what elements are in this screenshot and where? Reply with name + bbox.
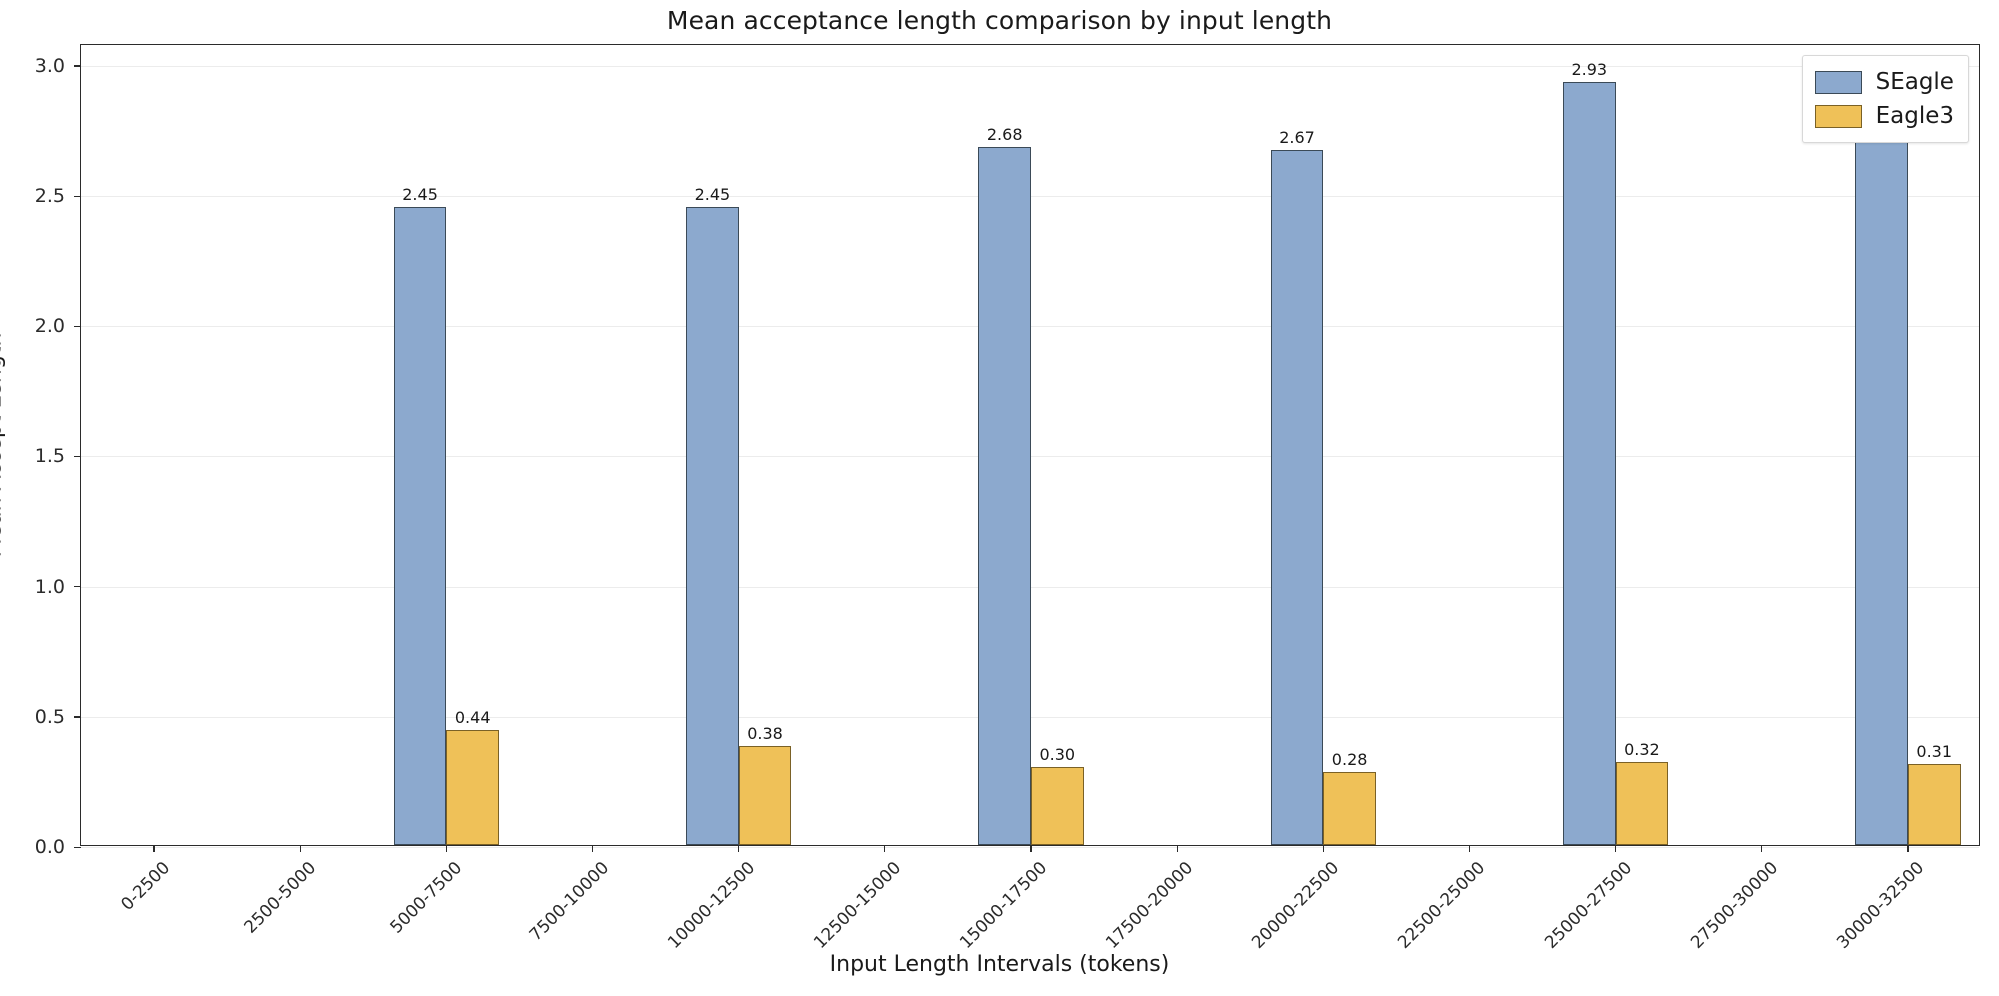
bar-seagle-20000-22500 xyxy=(1270,149,1324,845)
legend-swatch-eagle3 xyxy=(1814,104,1862,128)
legend-item-seagle: SEagle xyxy=(1814,65,1954,99)
y-tick-label: 2.5 xyxy=(34,185,65,208)
bar-value-label: 2.45 xyxy=(694,185,731,205)
x-tick-label: 25000-27500 xyxy=(1540,858,1636,953)
x-tick-mark xyxy=(1468,845,1471,852)
y-tick-label: 3.0 xyxy=(34,54,65,77)
bar-seagle-30000-32500 xyxy=(1855,108,1908,845)
x-tick-mark xyxy=(445,845,448,852)
legend-swatch-seagle xyxy=(1814,70,1862,94)
bar-seagle-10000-12500 xyxy=(686,207,739,845)
x-tick-label: 0-2500 xyxy=(117,858,175,915)
y-tick-label: 2.0 xyxy=(34,315,65,338)
y-tick-mark xyxy=(74,195,81,197)
x-tick-label: 10000-12500 xyxy=(663,858,759,953)
bar-value-label: 0.44 xyxy=(454,708,491,728)
bar-value-label: 0.30 xyxy=(1039,744,1076,764)
bar-value-label: 0.28 xyxy=(1331,750,1368,770)
x-tick-label: 17500-20000 xyxy=(1102,858,1198,953)
x-axis-title: Input Length Intervals (tokens) xyxy=(829,952,1170,977)
bar-eagle3-20000-22500 xyxy=(1323,772,1376,845)
x-tick-mark xyxy=(1030,845,1032,852)
x-tick-mark xyxy=(884,845,886,852)
bar-value-label: 2.67 xyxy=(1279,127,1315,147)
x-tick-mark xyxy=(1761,845,1763,852)
y-axis-title: Mean Accept Length xyxy=(0,332,7,558)
bar-value-label: 0.32 xyxy=(1624,739,1660,759)
bar-value-label: 2.93 xyxy=(1571,60,1608,80)
x-tick-mark xyxy=(1176,845,1178,852)
bar-seagle-25000-27500 xyxy=(1563,82,1616,845)
bar-eagle3-10000-12500 xyxy=(738,746,792,845)
x-tick-label: 30000-32500 xyxy=(1833,858,1929,953)
y-tick-mark xyxy=(74,455,81,458)
x-tick-label: 27500-30000 xyxy=(1686,858,1782,953)
plot-area: 0.0 0.5 1.0 1.5 2.0 2.5 3.0 0-2500 2500-5000 5000… xyxy=(35,44,1980,953)
y-tick-label: 0.0 xyxy=(34,836,65,858)
y-tick-label: 0.5 xyxy=(34,705,65,728)
y-tick-mark xyxy=(74,586,81,588)
plot-inner: 0.0 0.5 1.0 1.5 2.0 2.5 3.0 0-2500 2500-5000 5000… xyxy=(35,45,1979,953)
x-tick-mark xyxy=(1907,845,1909,852)
bar-value-label: 0.38 xyxy=(747,724,783,744)
bar-eagle3-25000-27500 xyxy=(1615,761,1669,845)
bar-seagle-5000-7500 xyxy=(393,207,447,845)
x-tick-label: 20000-22500 xyxy=(1248,858,1344,953)
x-tick-mark xyxy=(738,845,740,852)
y-tick-mark xyxy=(74,716,81,718)
bar-value-label: 2.68 xyxy=(986,125,1023,145)
bar-eagle3-5000-7500 xyxy=(446,730,499,845)
y-tick-label: 1.0 xyxy=(34,575,65,598)
bar-value-label: 0.31 xyxy=(1916,742,1953,762)
x-tick-mark xyxy=(591,845,594,852)
bar-value-label: 2.45 xyxy=(402,185,438,205)
bar-seagle-15000-17500 xyxy=(978,147,1031,845)
x-tick-mark xyxy=(1322,845,1324,852)
x-tick-mark xyxy=(299,845,301,852)
x-tick-label: 12500-15000 xyxy=(810,858,905,953)
y-tick-mark xyxy=(74,846,81,848)
x-tick-label: 15000-17500 xyxy=(956,858,1052,953)
legend-label-eagle3: Eagle3 xyxy=(1875,102,1954,129)
y-tick-label: 1.5 xyxy=(34,445,65,468)
x-tick-label: 2500-5000 xyxy=(240,858,321,938)
y-gridline xyxy=(81,65,1979,67)
chart-legend: SEagle Eagle3 xyxy=(1801,55,1969,143)
bar-eagle3-15000-17500 xyxy=(1031,766,1084,845)
legend-label-seagle: SEagle xyxy=(1875,68,1954,95)
x-tick-mark xyxy=(153,845,155,852)
y-tick-mark xyxy=(74,325,81,328)
x-tick-mark xyxy=(1614,845,1617,852)
x-tick-label: 22500-25000 xyxy=(1394,858,1490,953)
y-tick-mark xyxy=(74,65,81,67)
chart-title: Mean acceptance length comparison by inp… xyxy=(666,6,1333,35)
x-tick-label: 5000-7500 xyxy=(386,858,467,938)
legend-item-eagle3: Eagle3 xyxy=(1814,99,1954,133)
y-gridline xyxy=(81,847,1979,848)
bar-eagle3-30000-32500 xyxy=(1907,764,1961,845)
x-tick-label: 7500-10000 xyxy=(525,858,613,946)
